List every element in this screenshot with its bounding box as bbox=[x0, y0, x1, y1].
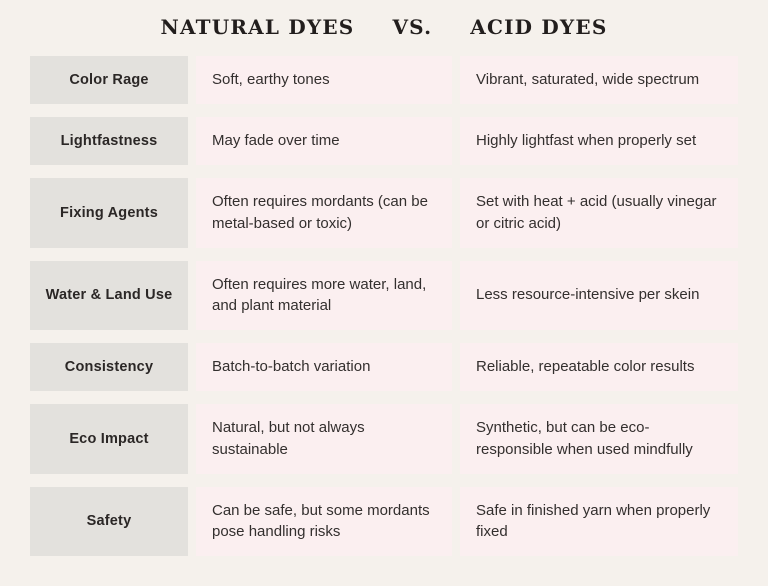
title-vs: VS. bbox=[392, 15, 433, 39]
acid-cell-consistency: Reliable, repeatable color results bbox=[460, 343, 738, 391]
title-natural-dyes: NATURAL DYES bbox=[160, 15, 355, 39]
row-label-lightfastness: Lightfastness bbox=[30, 117, 188, 165]
acid-cell-water-land-use: Less resource-intensive per skein bbox=[460, 260, 738, 330]
row-label-consistency: Consistency bbox=[30, 343, 188, 391]
natural-cell-lightfastness: May fade over time bbox=[196, 117, 452, 165]
row-label-fixing-agents: Fixing Agents bbox=[30, 178, 188, 248]
natural-cell-fixing-agents: Often requires mordants (can be metal-ba… bbox=[196, 178, 452, 248]
acid-cell-eco-impact: Synthetic, but can be eco-responsible wh… bbox=[460, 404, 738, 474]
acid-cell-color-range: Vibrant, saturated, wide spectrum bbox=[460, 56, 738, 104]
page-title: NATURAL DYES VS. ACID DYES bbox=[0, 0, 768, 39]
acid-cell-safety: Safe in finished yarn when properly fixe… bbox=[460, 486, 738, 556]
row-label-water-land-use: Water & Land Use bbox=[30, 260, 188, 330]
acid-cell-lightfastness: Highly lightfast when properly set bbox=[460, 117, 738, 165]
natural-cell-water-land-use: Often requires more water, land, and pla… bbox=[196, 260, 452, 330]
acid-cell-fixing-agents: Set with heat + acid (usually vinegar or… bbox=[460, 178, 738, 248]
title-acid-dyes: ACID DYES bbox=[470, 15, 608, 39]
natural-cell-safety: Can be safe, but some mordants pose hand… bbox=[196, 486, 452, 556]
natural-cell-color-range: Soft, earthy tones bbox=[196, 56, 452, 104]
row-label-eco-impact: Eco Impact bbox=[30, 404, 188, 474]
natural-cell-eco-impact: Natural, but not always sustainable bbox=[196, 404, 452, 474]
natural-cell-consistency: Batch-to-batch variation bbox=[196, 343, 452, 391]
row-label-color-range: Color Rage bbox=[30, 56, 188, 104]
comparison-table: Color Rage Soft, earthy tones Vibrant, s… bbox=[30, 56, 738, 556]
row-label-safety: Safety bbox=[30, 486, 188, 556]
